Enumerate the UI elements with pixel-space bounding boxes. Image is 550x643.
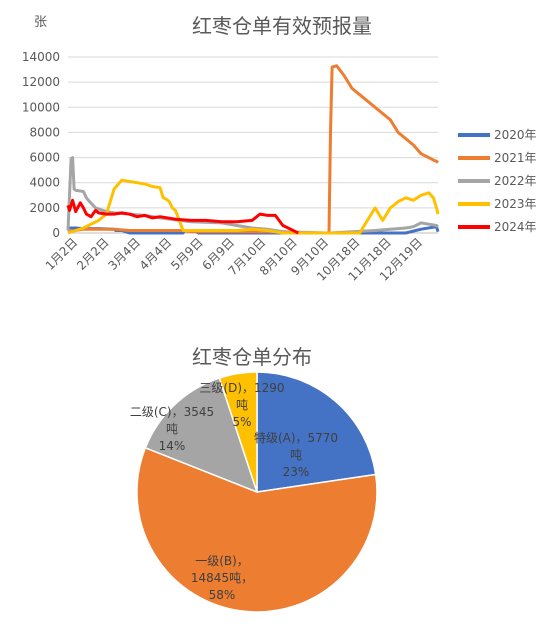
x-tick-label: 3月4日 [105, 235, 143, 273]
legend-entry: 2023年 [494, 197, 537, 211]
pie-slice-二级(C) [144, 377, 259, 494]
line-chart-legend: 2020年 2021年 2022年 2023年 2024年 [458, 128, 537, 234]
x-tick-label: 4月4日 [137, 235, 175, 273]
legend-entry: 2022年 [494, 174, 537, 188]
pie-labels-group: 特级(A)，5770 吨 23% 一级(B)， 14845吨， 58% 二级(C)，3545… [130, 381, 338, 602]
legend-entry: 2020年 [494, 128, 537, 142]
legend-entry: 2021年 [494, 151, 537, 165]
pie-slice-label: 二级(C)，3545 吨 14% [130, 405, 214, 453]
y-axis-unit-label: 张 [34, 15, 47, 30]
y-tick-label: 2000 [29, 201, 60, 215]
line-series-group [66, 64, 440, 235]
x-tick-label: 5月9日 [168, 235, 206, 273]
y-tick-label: 10000 [22, 100, 60, 114]
pie-slice-label: 一级(B)， 14845吨， 58% [191, 554, 253, 602]
x-tick-label: 1月2日 [43, 235, 81, 273]
line-chart-gridlines [68, 56, 438, 234]
x-axis-tick-labels: 1月2日2月2日3月4日4月4日5月9日6月9日7月10日8月10日9月10日1… [43, 235, 426, 283]
series-line-2021年 [67, 64, 439, 235]
pie-slices-group [136, 371, 378, 613]
series-line-2023年 [67, 178, 440, 235]
y-tick-label: 0 [52, 226, 60, 240]
pie-slice-一级(B) [136, 446, 378, 613]
pie-chart-title: 红枣仓单分布 [192, 345, 312, 369]
y-tick-label: 4000 [29, 176, 60, 190]
pie-slice-label: 特级(A)，5770 吨 23% [254, 430, 338, 479]
series-line-2024年 [66, 198, 299, 235]
y-tick-label: 12000 [22, 75, 60, 89]
legend-entry: 2024年 [494, 220, 537, 234]
line-chart-title: 红枣仓单有效预报量 [192, 14, 372, 38]
y-tick-label: 6000 [29, 151, 60, 165]
pie-slice-label: 三级(D)，1290 吨 5% [199, 381, 284, 429]
y-axis-tick-labels: 0 2000 4000 6000 8000 10000 12000 14000 [22, 50, 60, 240]
x-tick-label: 2月2日 [74, 235, 112, 273]
y-tick-label: 8000 [29, 125, 60, 139]
pie-slice-三级(D) [218, 371, 258, 493]
pie-slice-特级(A) [256, 371, 377, 493]
y-tick-label: 14000 [22, 50, 60, 64]
